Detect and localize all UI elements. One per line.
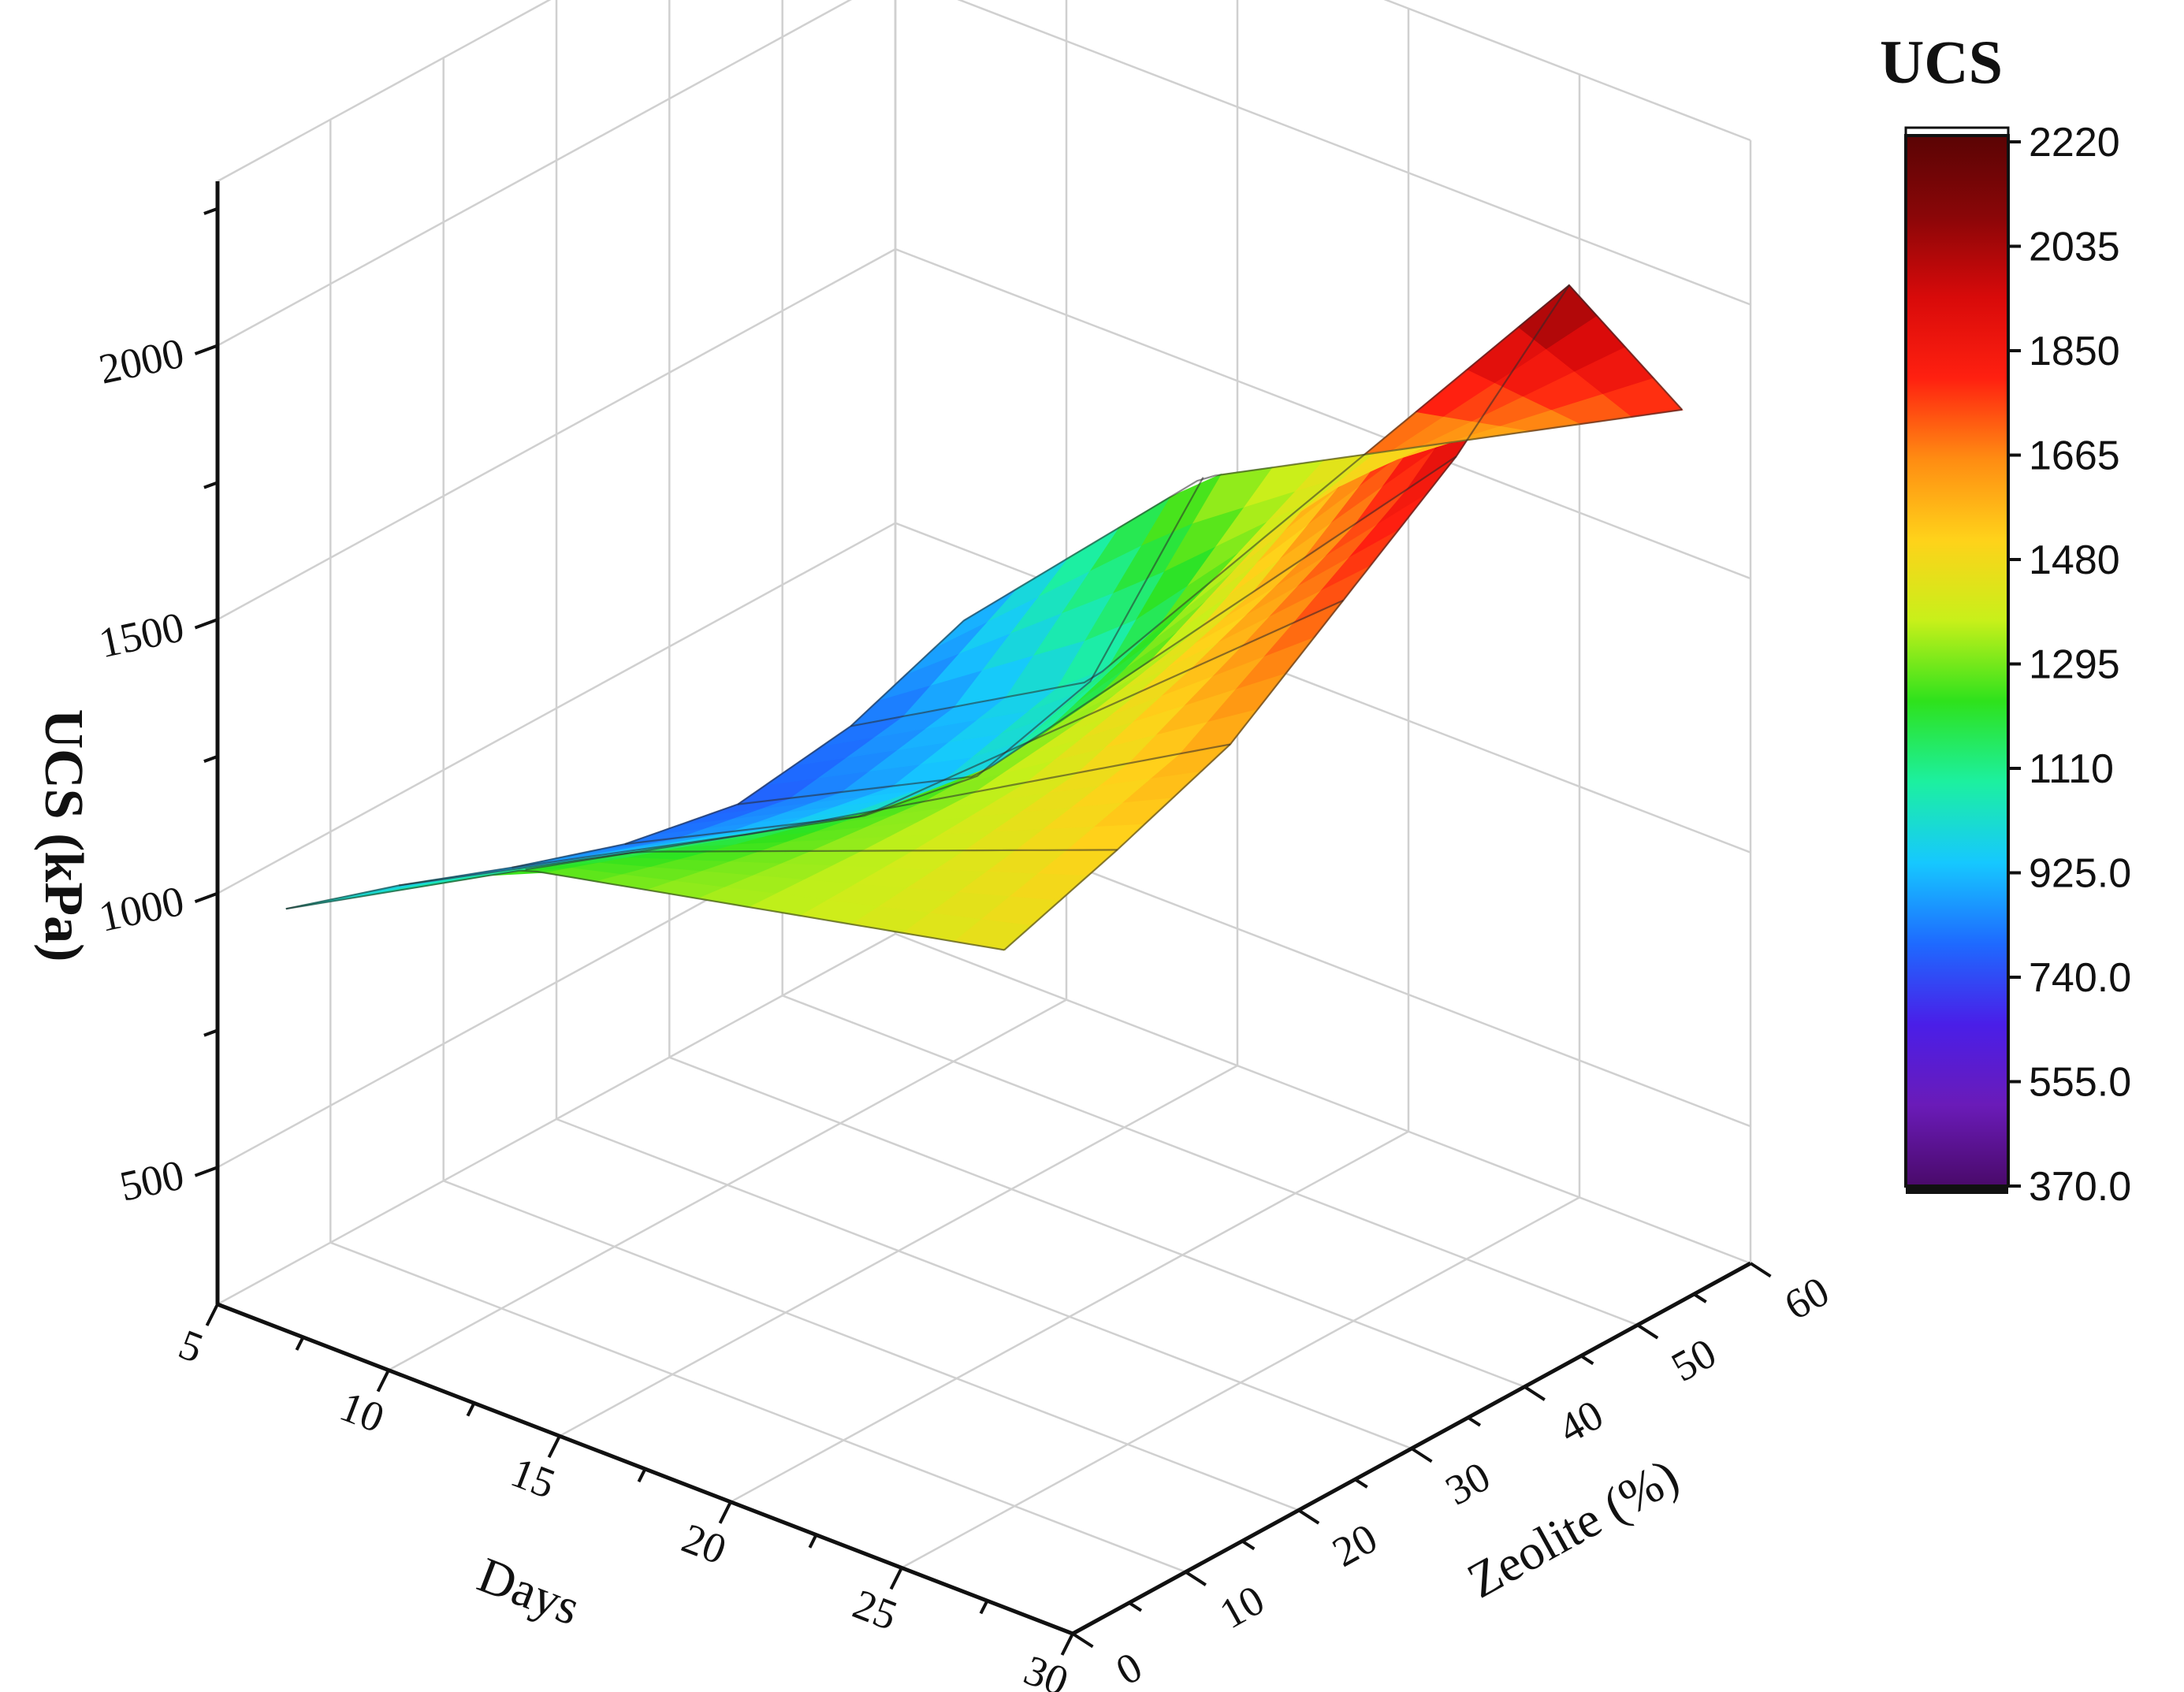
- days-tick-mark: [718, 1500, 732, 1524]
- zeolite-tick-mark: [1297, 1508, 1320, 1525]
- ucs-tick-label: 500: [116, 1151, 188, 1210]
- colorbar-label: 1665: [2029, 433, 2120, 479]
- wall-gridline: [895, 247, 1751, 580]
- surface-mesh-line: [737, 456, 1457, 805]
- days-tick-mark: [979, 1600, 989, 1615]
- colorbar-label: 1110: [2029, 746, 2114, 792]
- colorbar-label: 1480: [2029, 537, 2120, 583]
- surface-mesh-line: [624, 599, 1344, 846]
- ucs-tick-mark: [203, 206, 218, 215]
- floor-gridline: [668, 1056, 1525, 1388]
- surface-mesh-line: [398, 849, 1118, 887]
- floor-gridline: [329, 1241, 1186, 1573]
- ucs-tick-mark: [194, 891, 218, 904]
- days-tick-mark: [205, 1303, 219, 1326]
- zeolite-tick-mark: [1241, 1539, 1256, 1551]
- ucs-tick-mark: [194, 344, 218, 355]
- colorbar-label: 2220: [2029, 120, 2120, 165]
- wall-gridline: [217, 522, 896, 894]
- zeolite-tick-mark: [1410, 1447, 1433, 1463]
- wall-gridline: [957, 0, 1751, 306]
- ucs-tick-mark: [194, 1166, 218, 1177]
- days-tick-mark: [376, 1369, 390, 1393]
- floor-gridline: [443, 1180, 1300, 1512]
- ucs-tick-mark: [203, 755, 218, 764]
- days-tick-mark: [889, 1567, 903, 1590]
- zeolite-tick-mark: [1579, 1354, 1594, 1366]
- days-tick-mark: [466, 1402, 476, 1417]
- ucs-tick-label: 1000: [95, 877, 188, 941]
- zeolite-axis-title: Zeolite (%): [1458, 1448, 1687, 1608]
- colorbar: UCS 2220 2035 1850 1665 1480 1295 1110 925.0 740.…: [1880, 28, 2131, 1210]
- colorbar-label: 740.0: [2029, 955, 2131, 1001]
- days-tick-mark: [637, 1468, 647, 1483]
- zeolite-tick-label: 40: [1550, 1391, 1610, 1453]
- days-tick-label: 20: [675, 1514, 732, 1573]
- ucs-axis-title: UCS (kPa): [33, 709, 94, 962]
- floor-gridline: [556, 1117, 1412, 1450]
- zeolite-tick-mark: [1071, 1632, 1094, 1649]
- wall-top-edge: [217, 0, 1751, 183]
- days-tick-label: 5: [173, 1320, 210, 1372]
- colorbar-label: 555.0: [2029, 1060, 2131, 1106]
- zeolite-tick-mark: [1749, 1262, 1772, 1278]
- days-tick-label: 30: [1018, 1646, 1074, 1692]
- zeolite-tick-mark: [1467, 1416, 1482, 1427]
- zeolite-tick-mark: [1128, 1601, 1143, 1612]
- days-axis-title: Days: [471, 1546, 587, 1635]
- zeolite-tick-label: 0: [1108, 1642, 1150, 1692]
- zeolite-tick-label: 20: [1325, 1514, 1385, 1576]
- surface-mesh-line: [850, 284, 1570, 727]
- colorbar-label: 925.0: [2029, 851, 2131, 897]
- surface-mesh-line: [963, 408, 1683, 622]
- wall-gridline: [217, 0, 852, 347]
- colorbar-label: 1295: [2029, 642, 2120, 688]
- zeolite-tick-label: 50: [1664, 1329, 1724, 1391]
- days-tick-mark: [808, 1534, 818, 1549]
- days-tick-mark: [547, 1435, 561, 1459]
- ucs-surface: [285, 284, 1684, 951]
- colorbar-label: 2035: [2029, 225, 2120, 270]
- colorbar-label: 1850: [2029, 329, 2120, 374]
- zeolite-tick-label: 60: [1777, 1267, 1836, 1329]
- colorbar-label: 370.0: [2029, 1164, 2131, 1210]
- ucs-tick-mark: [194, 618, 218, 630]
- ucs-tick-mark: [203, 481, 218, 489]
- days-tick-label: 10: [333, 1382, 390, 1441]
- zeolite-tick-mark: [1524, 1385, 1546, 1401]
- wall-gridline: [217, 248, 896, 621]
- zeolite-tick-label: 10: [1211, 1576, 1271, 1638]
- zeolite-tick-mark: [1636, 1323, 1659, 1340]
- zeolite-tick-mark: [1354, 1478, 1368, 1489]
- zeolite-tick-mark: [1693, 1292, 1707, 1303]
- days-tick-label: 15: [504, 1448, 561, 1508]
- days-tick-label: 25: [846, 1580, 903, 1639]
- zeolite-tick-mark: [1185, 1570, 1207, 1586]
- ucs-tick-label: 1500: [95, 603, 188, 667]
- days-tick-mark: [295, 1336, 305, 1351]
- colorbar-title: UCS: [1880, 28, 2003, 96]
- ucs-tick-label: 2000: [95, 329, 188, 393]
- floor-gridline: [895, 932, 1751, 1265]
- colorbar-gradient: [1904, 134, 2010, 1188]
- zeolite-tick-label: 30: [1438, 1452, 1498, 1515]
- surface-mesh-line: [285, 869, 1005, 951]
- ucs-tick-mark: [203, 1028, 218, 1037]
- days-tick-mark: [1060, 1633, 1074, 1656]
- floor-gridline: [782, 995, 1639, 1326]
- colorbar-bottom-cap: [1906, 1186, 2008, 1194]
